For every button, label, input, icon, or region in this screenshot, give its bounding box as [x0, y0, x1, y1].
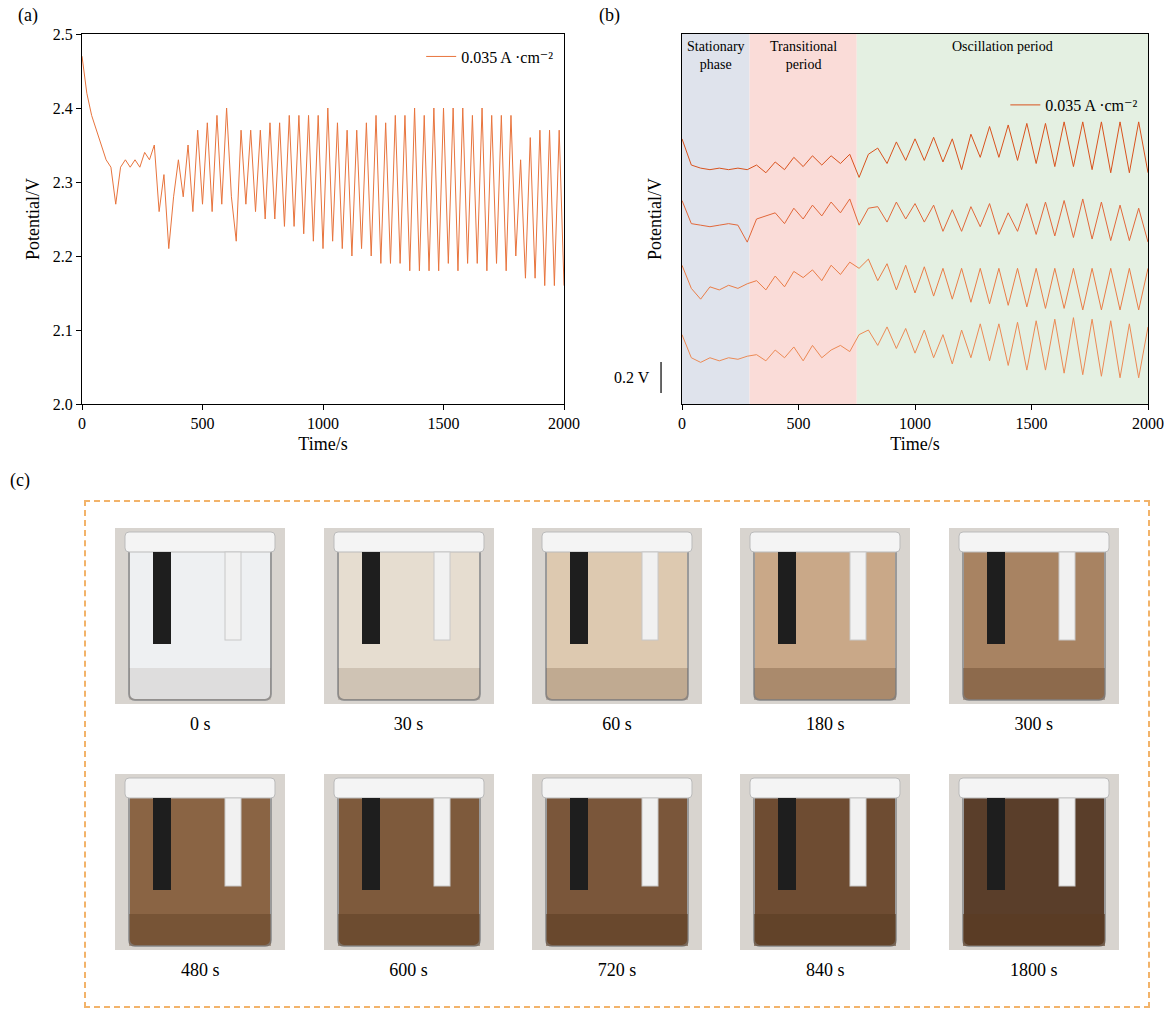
html-text:600 s: 600 s: [389, 959, 428, 980]
html-text:(c): (c): [10, 470, 30, 490]
svg-text:2.5: 2.5: [53, 26, 73, 43]
html-text:1800 s: 1800 s: [1010, 959, 1058, 980]
html-text:480 s: 480 s: [180, 959, 220, 980]
svg-text:0.2 V: 0.2 V: [614, 369, 650, 386]
svg-text:1000: 1000: [307, 415, 339, 432]
html-text:0 s: 0 s: [189, 713, 211, 734]
svg-text:1000: 1000: [899, 415, 931, 432]
html-text:30 s: 30 s: [393, 713, 424, 734]
html-text:720 s: 720 s: [597, 959, 637, 980]
html-text:840 s: 840 s: [806, 959, 845, 980]
svg-text:1500: 1500: [428, 415, 460, 432]
svg-text:0.035 A ·cm⁻²: 0.035 A ·cm⁻²: [461, 49, 553, 66]
html-text:180 s: 180 s: [806, 713, 845, 734]
svg-text:Potential/V: Potential/V: [23, 178, 43, 260]
svg-text:2000: 2000: [548, 415, 580, 432]
svg-text:500: 500: [787, 415, 811, 432]
svg-text:Potential/V: Potential/V: [645, 178, 665, 260]
svg-text:Transitionalperiod: Transitionalperiod: [770, 39, 837, 72]
svg-text:2.4: 2.4: [53, 100, 73, 117]
svg-text:2.1: 2.1: [53, 322, 73, 339]
svg-text:(b): (b): [599, 5, 620, 26]
svg-text:Stationaryphase: Stationaryphase: [687, 39, 745, 72]
svg-text:500: 500: [191, 415, 215, 432]
svg-text:2000: 2000: [1132, 415, 1164, 432]
svg-text:(a): (a): [18, 5, 38, 26]
svg-text:0: 0: [678, 415, 686, 432]
svg-text:0.035 A ·cm⁻²: 0.035 A ·cm⁻²: [1045, 97, 1137, 114]
svg-text:2.3: 2.3: [53, 174, 73, 191]
svg-text:2.2: 2.2: [53, 248, 73, 265]
svg-text:1500: 1500: [1016, 415, 1048, 432]
svg-text:Oscillation period: Oscillation period: [952, 39, 1053, 54]
svg-text:Time/s: Time/s: [890, 434, 939, 454]
html-text:60 s: 60 s: [602, 713, 632, 734]
html-text:300 s: 300 s: [1014, 713, 1053, 734]
svg-text:0: 0: [78, 415, 86, 432]
svg-text:2.0: 2.0: [53, 396, 73, 413]
svg-text:Time/s: Time/s: [298, 434, 347, 454]
